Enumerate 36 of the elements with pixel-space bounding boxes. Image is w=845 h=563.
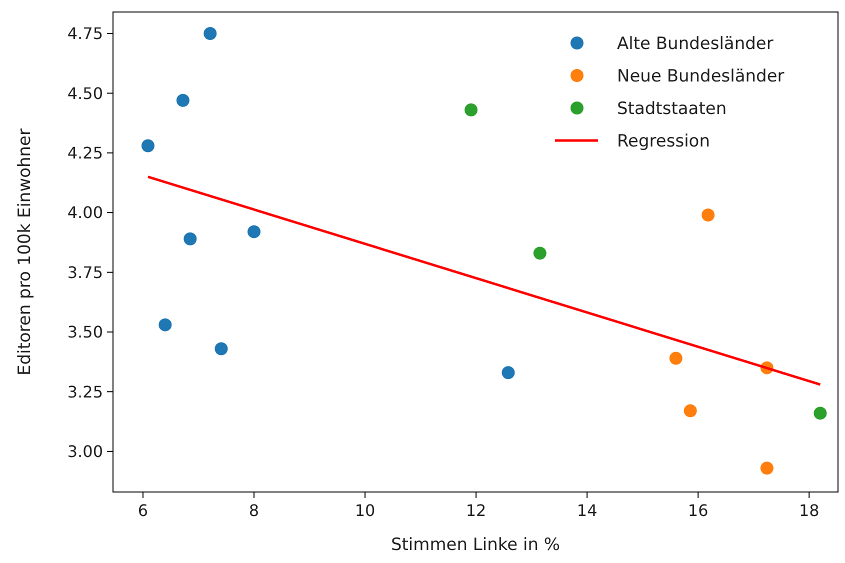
x-tick-label: 16 — [688, 501, 708, 520]
point — [814, 406, 827, 420]
x-tick-label: 18 — [798, 501, 820, 520]
point — [760, 462, 774, 475]
legend-label: Stadtstaaten — [617, 98, 727, 119]
y-tick-label: 4.50 — [67, 84, 103, 103]
y-tick-label: 4.75 — [67, 24, 103, 44]
point — [464, 103, 478, 116]
y-tick-label: 3.75 — [67, 262, 103, 282]
y-tick-label: 4.00 — [67, 203, 103, 222]
y-axis-title: Editoren pro 100k Einwohner — [15, 128, 35, 376]
x-tick-label: 6 — [138, 501, 148, 520]
y-tick-label: 3.25 — [67, 382, 103, 402]
x-axis-title: Stimmen Linke in % — [390, 535, 560, 555]
point — [184, 232, 197, 246]
point — [214, 342, 228, 356]
x-tick-label: 8 — [248, 501, 260, 520]
point — [684, 404, 697, 418]
legend-label: Regression — [617, 131, 710, 152]
x-tick-label: 14 — [576, 501, 598, 520]
y-tick-label: 3.50 — [67, 322, 103, 342]
point — [204, 26, 217, 40]
legend-label: Alte Bundesländer — [617, 34, 774, 54]
point — [502, 366, 515, 380]
point — [669, 352, 682, 365]
point — [158, 318, 172, 332]
point — [248, 225, 261, 238]
y-tick-label: 3.00 — [67, 442, 103, 462]
point — [702, 208, 715, 222]
x-tick-label: 12 — [466, 501, 486, 520]
legend-label: Neue Bundesländer — [617, 66, 784, 86]
point — [141, 139, 154, 152]
y-tick-label: 4.25 — [67, 143, 103, 162]
x-tick-label: 10 — [354, 501, 376, 520]
point — [176, 94, 190, 107]
point — [533, 246, 546, 260]
